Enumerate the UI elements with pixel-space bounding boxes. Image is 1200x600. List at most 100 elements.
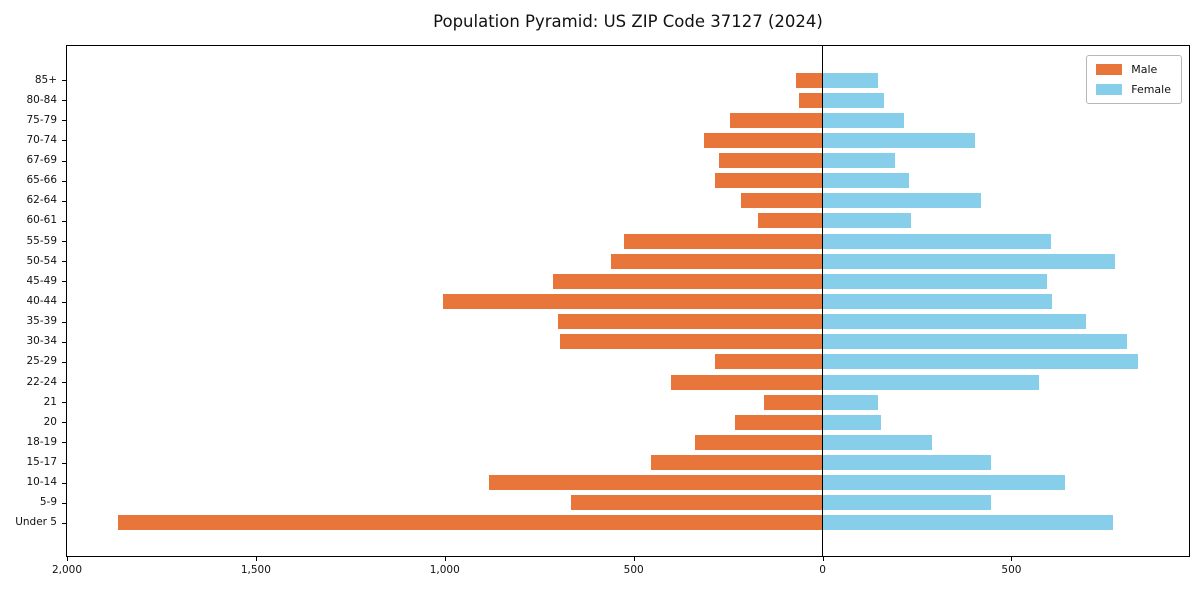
female-bar xyxy=(822,394,879,410)
y-tick-mark xyxy=(62,462,66,464)
x-tick-mark xyxy=(1011,557,1013,561)
male-bar xyxy=(560,334,823,350)
y-tick-mark xyxy=(62,382,66,384)
y-tick-mark xyxy=(62,522,66,524)
female-bar xyxy=(822,92,884,108)
y-tick-mark xyxy=(62,100,66,102)
y-tick-mark xyxy=(62,140,66,142)
y-tick-label: 75-79 xyxy=(26,113,57,126)
y-tick-mark xyxy=(62,422,66,424)
legend-male-label: Male xyxy=(1131,63,1158,76)
female-bar xyxy=(822,193,981,209)
y-tick-label: 22-24 xyxy=(26,375,57,388)
female-bar xyxy=(822,314,1086,330)
male-bar xyxy=(719,153,823,169)
y-tick-mark xyxy=(62,160,66,162)
male-bar xyxy=(488,475,823,491)
female-bar xyxy=(822,132,975,148)
x-tick-mark xyxy=(822,557,824,561)
y-tick-mark xyxy=(62,482,66,484)
male-bar xyxy=(729,112,823,128)
female-bar xyxy=(822,475,1065,491)
y-tick-label: 45-49 xyxy=(26,274,57,287)
legend-item-female: Female xyxy=(1096,83,1171,96)
y-tick-mark xyxy=(62,200,66,202)
female-bar xyxy=(822,273,1047,289)
female-bar xyxy=(822,173,910,189)
female-bar xyxy=(822,354,1138,370)
y-tick-mark xyxy=(62,341,66,343)
x-tick-mark xyxy=(633,557,635,561)
y-tick-mark xyxy=(62,120,66,122)
plot-area: Male Female xyxy=(66,45,1190,557)
y-tick-label: 21 xyxy=(43,395,57,408)
male-bar xyxy=(695,434,823,450)
y-tick-label: 40-44 xyxy=(26,295,57,307)
y-tick-label: 5-9 xyxy=(39,496,57,509)
male-swatch-icon xyxy=(1096,64,1123,75)
y-tick-label: 62-64 xyxy=(26,194,57,207)
y-tick-mark xyxy=(62,281,66,283)
y-tick-label: 67-69 xyxy=(26,154,57,167)
female-bar xyxy=(822,72,878,88)
y-tick-label: 65-66 xyxy=(26,174,57,187)
male-bar xyxy=(734,414,823,430)
female-bar xyxy=(822,253,1115,269)
female-bar xyxy=(822,233,1051,249)
chart-title: Population Pyramid: US ZIP Code 37127 (2… xyxy=(433,12,823,31)
y-tick-mark xyxy=(62,80,66,82)
male-bar xyxy=(714,173,823,189)
y-tick-mark xyxy=(62,180,66,182)
male-bar xyxy=(651,455,823,471)
male-bar xyxy=(703,132,823,148)
zero-axis-line xyxy=(821,46,824,556)
female-bar xyxy=(822,495,991,511)
male-bar xyxy=(624,233,823,249)
male-bar xyxy=(553,273,823,289)
y-tick-mark xyxy=(62,321,66,323)
male-bar xyxy=(715,354,823,370)
male-bar xyxy=(796,72,823,88)
y-tick-label: 50-54 xyxy=(26,254,57,267)
female-bar xyxy=(822,455,991,471)
male-bar xyxy=(671,374,823,390)
y-tick-mark xyxy=(62,442,66,444)
female-bar xyxy=(822,334,1127,350)
male-bar xyxy=(764,394,823,410)
x-tick-label: 500 xyxy=(1001,564,1022,576)
x-tick-label: 1,000 xyxy=(429,564,460,576)
x-tick-label: 500 xyxy=(623,564,644,576)
y-tick-label: 18-19 xyxy=(26,435,57,448)
y-tick-label: 55-59 xyxy=(26,234,57,247)
y-tick-label: 10-14 xyxy=(26,476,57,489)
y-tick-label: 25-29 xyxy=(26,355,57,368)
y-tick-label: 30-34 xyxy=(26,335,57,348)
y-tick-label: 15-17 xyxy=(26,456,57,469)
y-tick-mark xyxy=(62,220,66,222)
y-tick-mark xyxy=(62,261,66,263)
legend: Male Female xyxy=(1086,55,1182,104)
male-bar xyxy=(558,314,823,330)
legend-female-label: Female xyxy=(1131,83,1171,96)
y-tick-mark xyxy=(62,361,66,363)
female-bar xyxy=(822,414,882,430)
y-tick-label: 70-74 xyxy=(26,133,57,146)
y-tick-mark xyxy=(62,241,66,243)
female-bar xyxy=(822,153,895,169)
male-bar xyxy=(758,213,823,229)
y-tick-label: 20 xyxy=(43,415,57,428)
x-tick-label: 0 xyxy=(819,564,826,576)
male-bar xyxy=(740,193,823,209)
y-tick-mark xyxy=(62,402,66,404)
male-bar xyxy=(799,92,823,108)
legend-item-male: Male xyxy=(1096,63,1171,76)
y-tick-label: 85+ xyxy=(34,73,57,86)
male-bar xyxy=(118,515,823,531)
female-bar xyxy=(822,374,1039,390)
x-tick-mark xyxy=(67,557,68,561)
x-tick-mark xyxy=(255,557,257,561)
x-tick-label: 1,500 xyxy=(240,564,271,576)
x-tick-mark xyxy=(444,557,446,561)
female-bar xyxy=(822,112,904,128)
